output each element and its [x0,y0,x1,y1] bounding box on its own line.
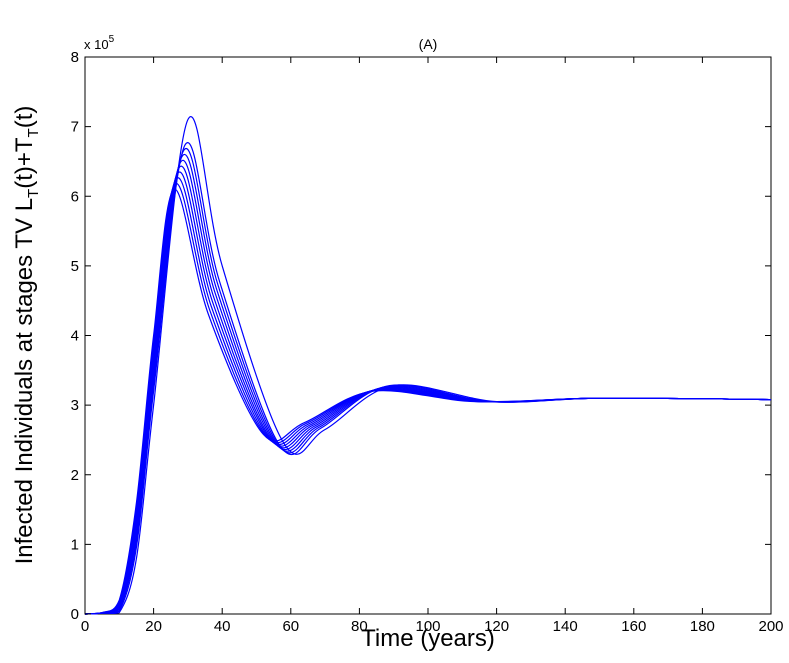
x-tick-label: 140 [553,618,578,635]
x-tick-label: 60 [282,618,299,635]
x-tick-label: 120 [484,618,509,635]
x-tick-label: 80 [351,618,368,635]
y-axis-title-main: Infected Individuals at stages TV L [11,198,38,564]
series-group [84,116,772,615]
y-axis-title-mid: (t)+T [11,137,38,189]
x-tick-label: 100 [415,618,440,635]
x-tick-label: 200 [758,618,783,635]
y-axis-title-sub1: T [25,189,42,198]
y-tick-label: 7 [71,119,79,136]
x-tick-label: 40 [214,618,231,635]
y-tick-label: 1 [71,536,79,553]
x-tick-label: 160 [621,618,646,635]
x-tick-label: 180 [690,618,715,635]
y-tick-label: 3 [71,397,79,414]
y-multiplier-base: x 10 [84,37,109,52]
plot-area [84,56,772,615]
x-tick-label: 0 [81,618,89,635]
y-tick-label: 8 [71,49,79,66]
x-axis-title: Time (years) [361,625,495,652]
chart-title: (A) [419,36,438,52]
x-axis: 0 20 40 60 80 100 120 140 160 180 200 [81,57,784,635]
y-axis: 0 1 2 3 4 5 6 7 8 [71,49,771,623]
y-tick-label: 2 [71,467,79,484]
y-tick-label: 6 [71,188,79,205]
y-tick-label: 0 [71,606,79,623]
y-axis-title-sub2: T [25,128,42,137]
y-multiplier: x 105 [84,34,115,52]
y-tick-label: 4 [71,328,79,345]
y-tick-label: 5 [71,258,79,275]
y-multiplier-exponent: 5 [109,34,115,45]
y-axis-title-end: (t) [11,106,38,129]
x-tick-label: 20 [145,618,162,635]
y-axis-title: Infected Individuals at stages TV LT(t)+… [11,106,42,565]
series-line-10 [84,116,772,615]
